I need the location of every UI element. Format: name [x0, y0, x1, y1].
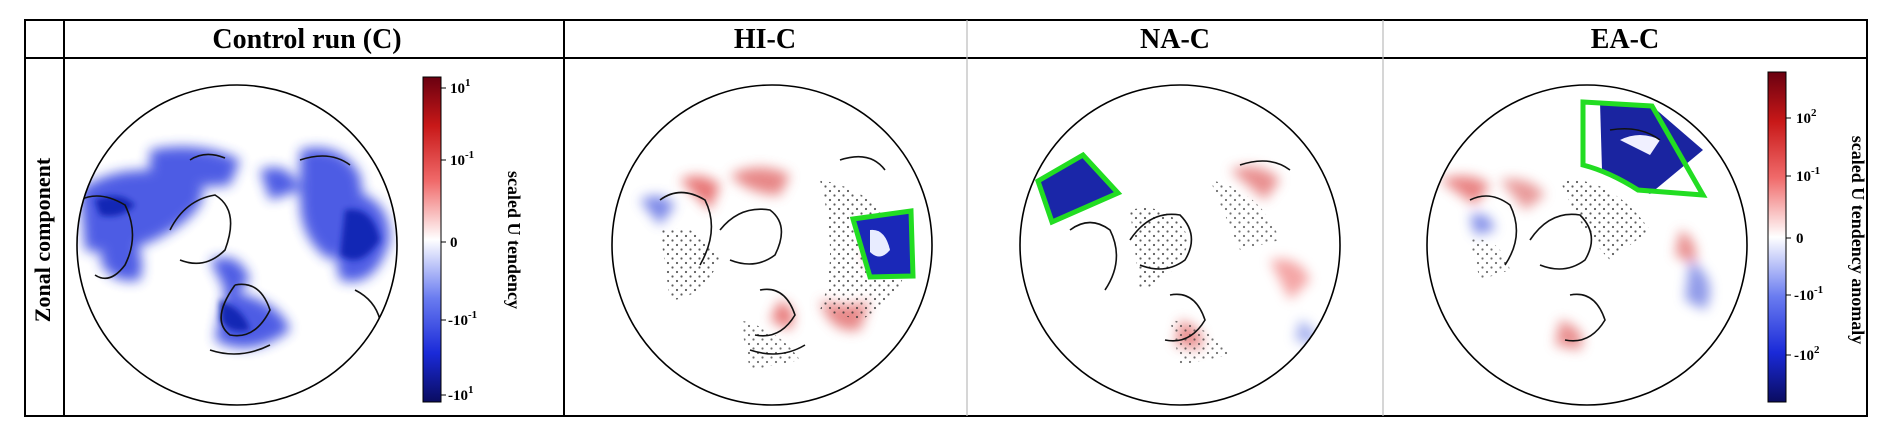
map-na-c — [1019, 84, 1341, 406]
header-ea-c: EA-C — [1591, 24, 1659, 55]
cb-right-tick-3: -10-1 — [1794, 284, 1823, 304]
cb-right-tick-4: -102 — [1794, 344, 1820, 364]
colorbar-right: 102 10-1 0 -10-1 -102 scaled U tendency … — [1767, 71, 1868, 403]
cb-left-tick-4: -101 — [448, 384, 474, 404]
header-hi-c: HI-C — [734, 24, 796, 55]
cb-left-tick-2: 0 — [450, 235, 458, 251]
map-hi-c — [611, 84, 933, 406]
cb-left-tick-1: 10-1 — [450, 149, 474, 169]
cb-left-tick-0: 101 — [450, 77, 471, 97]
highlight-box-na — [1034, 151, 1123, 226]
cb-left-tick-3: -10-1 — [448, 309, 477, 329]
map-ea-c — [1426, 84, 1748, 406]
cb-right-label: scaled U tendency anomaly — [1848, 136, 1868, 345]
highlight-box-hi — [849, 208, 916, 280]
table-grid — [24, 19, 1868, 417]
header-na-c: NA-C — [1140, 24, 1210, 55]
row-label: Zonal component — [30, 157, 55, 322]
cb-right-tick-0: 102 — [1796, 107, 1817, 127]
cb-right-tick-2: 0 — [1796, 231, 1804, 247]
map-control-run — [76, 84, 398, 406]
header-control-run: Control run (C) — [212, 24, 401, 55]
colorbar-left: 101 10-1 0 -10-1 -101 scaled U tendency — [422, 76, 524, 404]
cb-left-label: scaled U tendency — [504, 171, 524, 309]
cb-right-tick-1: 10-1 — [1796, 165, 1820, 185]
highlight-box-ea — [1580, 99, 1708, 198]
